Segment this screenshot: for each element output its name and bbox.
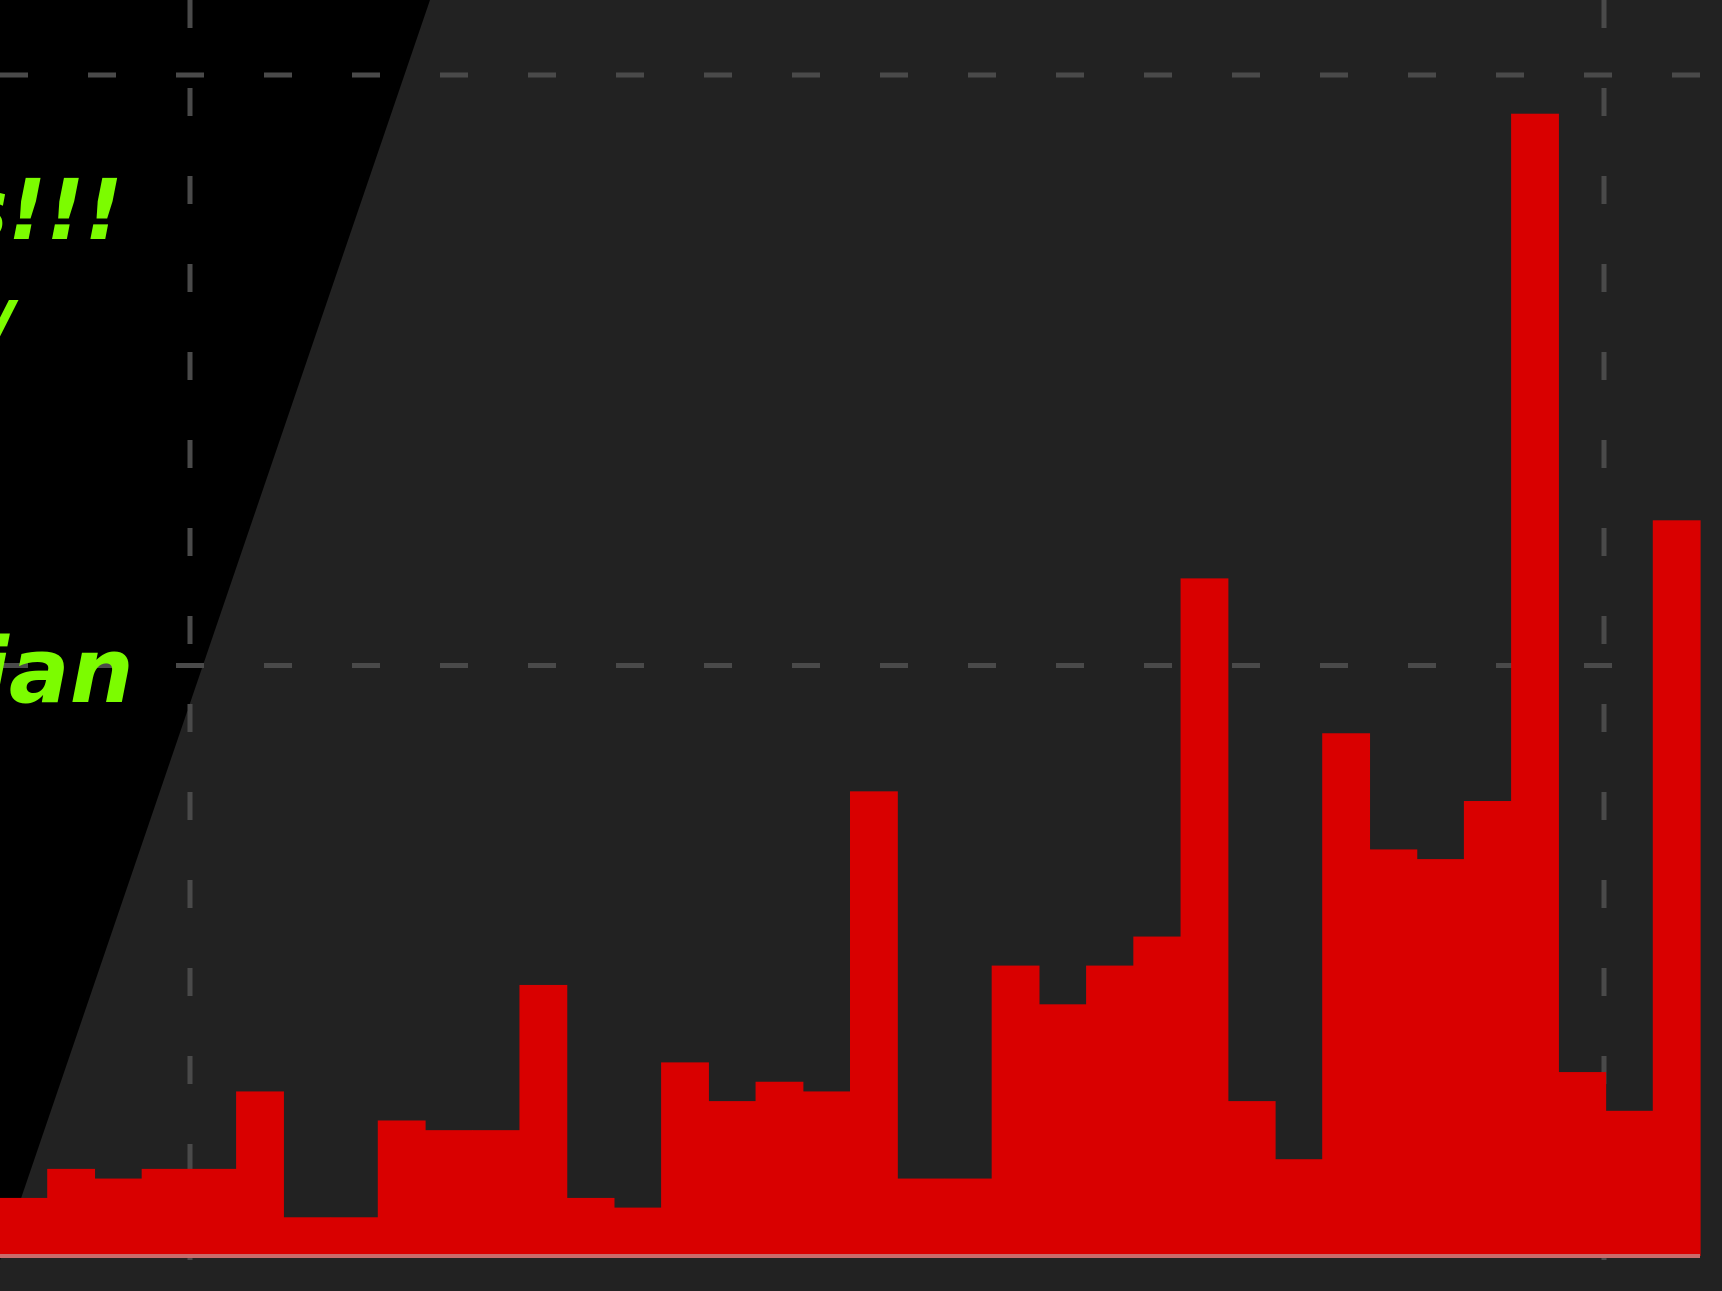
bar-4 <box>188 1168 237 1256</box>
bar-12 <box>566 1197 615 1256</box>
bar-35 <box>1652 520 1701 1256</box>
bar-31 <box>1463 801 1512 1256</box>
bar-7 <box>330 1217 379 1256</box>
bar-24 <box>1133 936 1182 1256</box>
bar-16 <box>755 1081 804 1256</box>
bar-5 <box>236 1091 284 1256</box>
bar-6 <box>283 1217 332 1256</box>
bar-28 <box>1322 733 1371 1256</box>
bar-8 <box>377 1120 426 1256</box>
bar-0 <box>0 1197 48 1256</box>
bar-1 <box>47 1168 96 1256</box>
bar-9 <box>425 1130 473 1256</box>
bar-19 <box>897 1178 946 1256</box>
bar-18 <box>850 791 898 1256</box>
bar-2 <box>94 1178 143 1256</box>
bar-29 <box>1369 849 1418 1256</box>
bar-25 <box>1180 578 1229 1256</box>
bar-3 <box>141 1168 190 1256</box>
caption-line-3: ian <box>0 619 134 724</box>
caption-line-1: s!!! <box>0 161 123 259</box>
bar-23 <box>1086 965 1134 1256</box>
bar-20 <box>944 1178 993 1256</box>
bar-10 <box>472 1130 521 1256</box>
bar-17 <box>802 1091 851 1256</box>
bar-27 <box>1275 1159 1323 1256</box>
bar-11 <box>519 984 568 1256</box>
bar-33 <box>1558 1072 1607 1256</box>
caption-line-2: / <box>0 290 13 374</box>
bar-30 <box>1416 859 1465 1256</box>
bar-21 <box>991 965 1040 1256</box>
bar-15 <box>708 1101 757 1256</box>
bar-22 <box>1038 1004 1087 1256</box>
bar-32 <box>1511 113 1559 1257</box>
bar-14 <box>661 1062 709 1256</box>
bar-13 <box>613 1207 662 1256</box>
bar-series <box>0 113 1701 1257</box>
bar-26 <box>1227 1101 1276 1256</box>
bar-34 <box>1605 1110 1654 1256</box>
